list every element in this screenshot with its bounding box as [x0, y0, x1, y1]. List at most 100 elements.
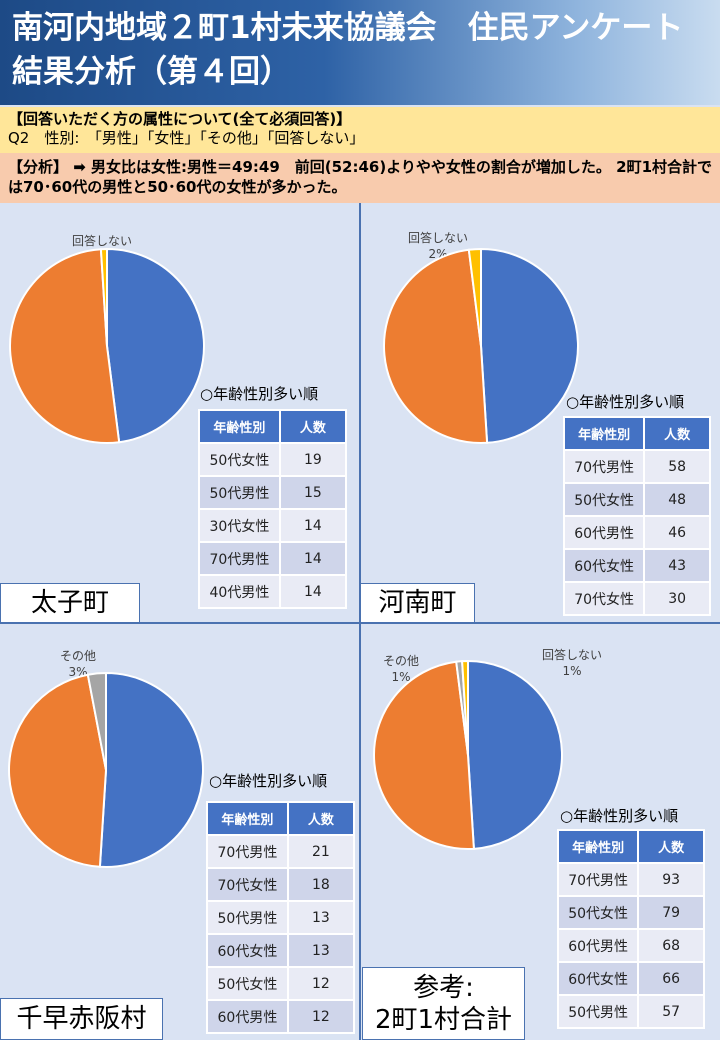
pie-slice-female [9, 248, 121, 444]
count-cell: 43 [643, 548, 711, 583]
table-header-row: 年齢性別 人数 [206, 801, 356, 836]
count-cell: 46 [643, 515, 711, 550]
count-cell: 14 [278, 508, 348, 543]
slice-name: 回答しない [542, 648, 603, 662]
age-gender-cell: 60代女性 [206, 933, 289, 968]
pie-slice-female [383, 248, 489, 444]
analysis-text: 【分析】 ➡ 男女比は女性:男性＝49:49 前回(52:46)よりやや女性の割… [0, 153, 720, 203]
pie-slice-male [467, 659, 563, 850]
table-row: 60代女性 43 [562, 548, 711, 583]
region-name-label: 参考: 2町1村合計 [362, 967, 525, 1040]
table-row: 70代男性 93 [556, 862, 705, 897]
table-row: 50代女性 19 [198, 442, 348, 477]
table-row: 70代女性 30 [562, 581, 711, 616]
table-row: 50代女性 48 [562, 482, 711, 517]
ranking-title: ○年齢性別多い順 [209, 772, 328, 790]
ranking-table: 年齢性別 人数 50代女性 19 50代男性 15 30代女性 14 70代男性 14 40代男性 1… [198, 409, 348, 609]
table-row: 70代男性 58 [562, 449, 711, 484]
ranking-title: ○年齢性別多い順 [200, 385, 319, 403]
slice-name: 回答しない [72, 234, 133, 248]
table-header-row: 年齢性別 人数 [198, 409, 348, 444]
count-cell: 21 [286, 834, 356, 869]
age-gender-cell: 50代女性 [556, 895, 640, 930]
pie-data-label: その他 1% [383, 653, 419, 685]
table-row: 50代男性 13 [206, 900, 356, 935]
table-row: 70代男性 14 [198, 541, 348, 576]
slice-name: その他 [383, 654, 420, 668]
column-header: 年齢性別 [198, 409, 281, 444]
count-cell: 93 [637, 862, 705, 897]
age-gender-cell: 60代女性 [556, 961, 640, 996]
count-cell: 12 [286, 966, 356, 1001]
count-cell: 14 [278, 574, 348, 609]
pie-slice-male [480, 247, 580, 444]
region-name-label: 千早赤阪村 [0, 998, 163, 1040]
table-row: 60代女性 13 [206, 933, 356, 968]
column-header: 人数 [278, 409, 348, 444]
page-title: 南河内地域２町1村未来協議会 住民アンケート 結果分析（第４回） [0, 0, 720, 105]
age-gender-cell: 60代女性 [562, 548, 646, 583]
pie-chart [383, 247, 580, 444]
column-header: 年齢性別 [556, 829, 640, 864]
pie-chart [9, 247, 205, 444]
count-cell: 13 [286, 900, 356, 935]
count-cell: 68 [637, 928, 705, 963]
pie-data-label: 回答しない 1% [542, 647, 602, 679]
column-header: 人数 [643, 416, 711, 451]
count-cell: 58 [643, 449, 711, 484]
table-row: 60代女性 66 [556, 961, 705, 996]
count-cell: 15 [278, 475, 348, 510]
count-cell: 66 [637, 961, 705, 996]
table-header-row: 年齢性別 人数 [562, 416, 711, 451]
pie-slice-no-answer [467, 247, 482, 347]
count-cell: 79 [637, 895, 705, 930]
ranking-table: 年齢性別 人数 70代男性 93 50代女性 79 60代男性 68 60代女性 66 50代男性 5… [556, 829, 705, 1029]
slice-value: 1% [562, 664, 582, 678]
column-header: 人数 [637, 829, 705, 864]
region-name-label: 河南町 [360, 583, 475, 623]
table-row: 50代男性 15 [198, 475, 348, 510]
pie-slice-other [86, 671, 107, 771]
age-gender-cell: 70代女性 [562, 581, 646, 616]
age-gender-cell: 70代男性 [206, 834, 289, 869]
question-text: Q2 性別: 「男性」「女性」「その他」「回答しない」 [8, 129, 365, 147]
age-gender-cell: 60代男性 [206, 999, 289, 1034]
pie-slice-female [372, 660, 475, 850]
table-row: 30代女性 14 [198, 508, 348, 543]
pie-slice-female [8, 673, 108, 868]
age-gender-cell: 50代女性 [206, 966, 289, 1001]
pie-chart [372, 659, 563, 850]
age-gender-cell: 60代男性 [562, 515, 646, 550]
table-row: 40代男性 14 [198, 574, 348, 609]
pie-data-label: その他 3% [60, 648, 96, 680]
age-gender-cell: 50代男性 [556, 994, 640, 1029]
table-row: 60代男性 68 [556, 928, 705, 963]
pie-chart [8, 671, 204, 868]
age-gender-cell: 50代男性 [206, 900, 289, 935]
pie-slice-no-answer [461, 659, 469, 756]
table-row: 50代女性 12 [206, 966, 356, 1001]
ranking-table: 年齢性別 人数 70代男性 21 70代女性 18 50代男性 13 60代女性 13 50代女性 1… [206, 801, 356, 1034]
age-gender-cell: 60代男性 [556, 928, 640, 963]
pie-slice-male [98, 671, 204, 868]
age-gender-cell: 50代男性 [198, 475, 281, 510]
ranking-table: 年齢性別 人数 70代男性 58 50代女性 48 60代男性 46 60代女性 43 70代女性 3… [562, 416, 711, 616]
count-cell: 30 [643, 581, 711, 616]
count-cell: 12 [286, 999, 356, 1034]
age-gender-cell: 70代女性 [206, 867, 289, 902]
column-header: 人数 [286, 801, 356, 836]
table-header-row: 年齢性別 人数 [556, 829, 705, 864]
age-gender-cell: 50代女性 [562, 482, 646, 517]
age-gender-cell: 50代女性 [198, 442, 281, 477]
table-row: 70代女性 18 [206, 867, 356, 902]
slice-value: 1% [391, 670, 411, 684]
table-row: 50代男性 57 [556, 994, 705, 1029]
pie-slice-no-answer [99, 247, 108, 347]
table-row: 70代男性 21 [206, 834, 356, 869]
column-header: 年齢性別 [562, 416, 646, 451]
count-cell: 48 [643, 482, 711, 517]
ranking-title: ○年齢性別多い順 [560, 807, 679, 825]
age-gender-cell: 70代男性 [562, 449, 646, 484]
count-cell: 57 [637, 994, 705, 1029]
age-gender-cell: 30代女性 [198, 508, 281, 543]
